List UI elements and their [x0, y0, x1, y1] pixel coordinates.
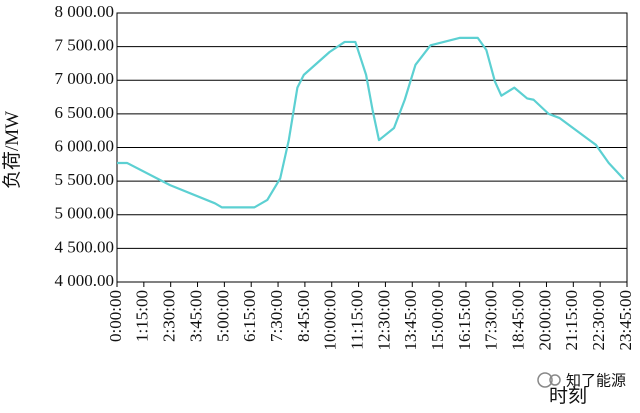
x-tick-label: 8:45:00 [294, 290, 313, 342]
x-tick-label: 22:30:00 [589, 290, 608, 350]
watermark: 知了能源 [566, 372, 626, 390]
data-line [117, 36, 625, 209]
x-tick-label: 10:00:00 [321, 290, 340, 350]
x-tick-label: 2:30:00 [160, 290, 179, 342]
x-tick-label: 12:30:00 [374, 290, 393, 350]
watermark-icon [537, 372, 561, 388]
x-tick-label: 23:45:00 [616, 290, 635, 350]
y-tick-label: 6 500.00 [55, 103, 115, 122]
plot-frame [116, 12, 628, 283]
y-tick-label: 4 000.00 [55, 271, 115, 290]
y-tick-label: 5 500.00 [55, 170, 115, 189]
x-axis-label: 时刻 [549, 385, 587, 407]
x-tick-label: 18:45:00 [509, 290, 528, 350]
x-tick-label: 11:15:00 [347, 290, 366, 350]
x-tick-label: 3:45:00 [186, 290, 205, 342]
x-tick-label: 21:15:00 [562, 290, 581, 350]
x-tick-label: 0:00:00 [106, 290, 125, 342]
x-tick-label: 7:30:00 [267, 290, 286, 342]
x-tick-label: 13:45:00 [401, 290, 420, 350]
x-tick-label: 17:30:00 [482, 290, 501, 350]
y-tick-label: 4 500.00 [55, 237, 115, 256]
x-tick-label: 5:00:00 [213, 290, 232, 342]
y-tick-label: 5 000.00 [55, 204, 115, 223]
x-tick-label: 6:15:00 [240, 290, 259, 342]
x-tick-label: 15:00:00 [428, 290, 447, 350]
y-tick-label: 7 500.00 [55, 36, 115, 55]
x-tick-label: 1:15:00 [133, 290, 152, 342]
x-tick-label: 20:00:00 [535, 290, 554, 350]
x-tick-label: 16:15:00 [455, 290, 474, 350]
y-axis-label: 负荷/MW [1, 111, 23, 189]
y-tick-label: 8 000.00 [55, 2, 115, 21]
y-tick-label: 6 000.00 [55, 136, 115, 155]
y-tick-label: 7 000.00 [55, 69, 115, 88]
